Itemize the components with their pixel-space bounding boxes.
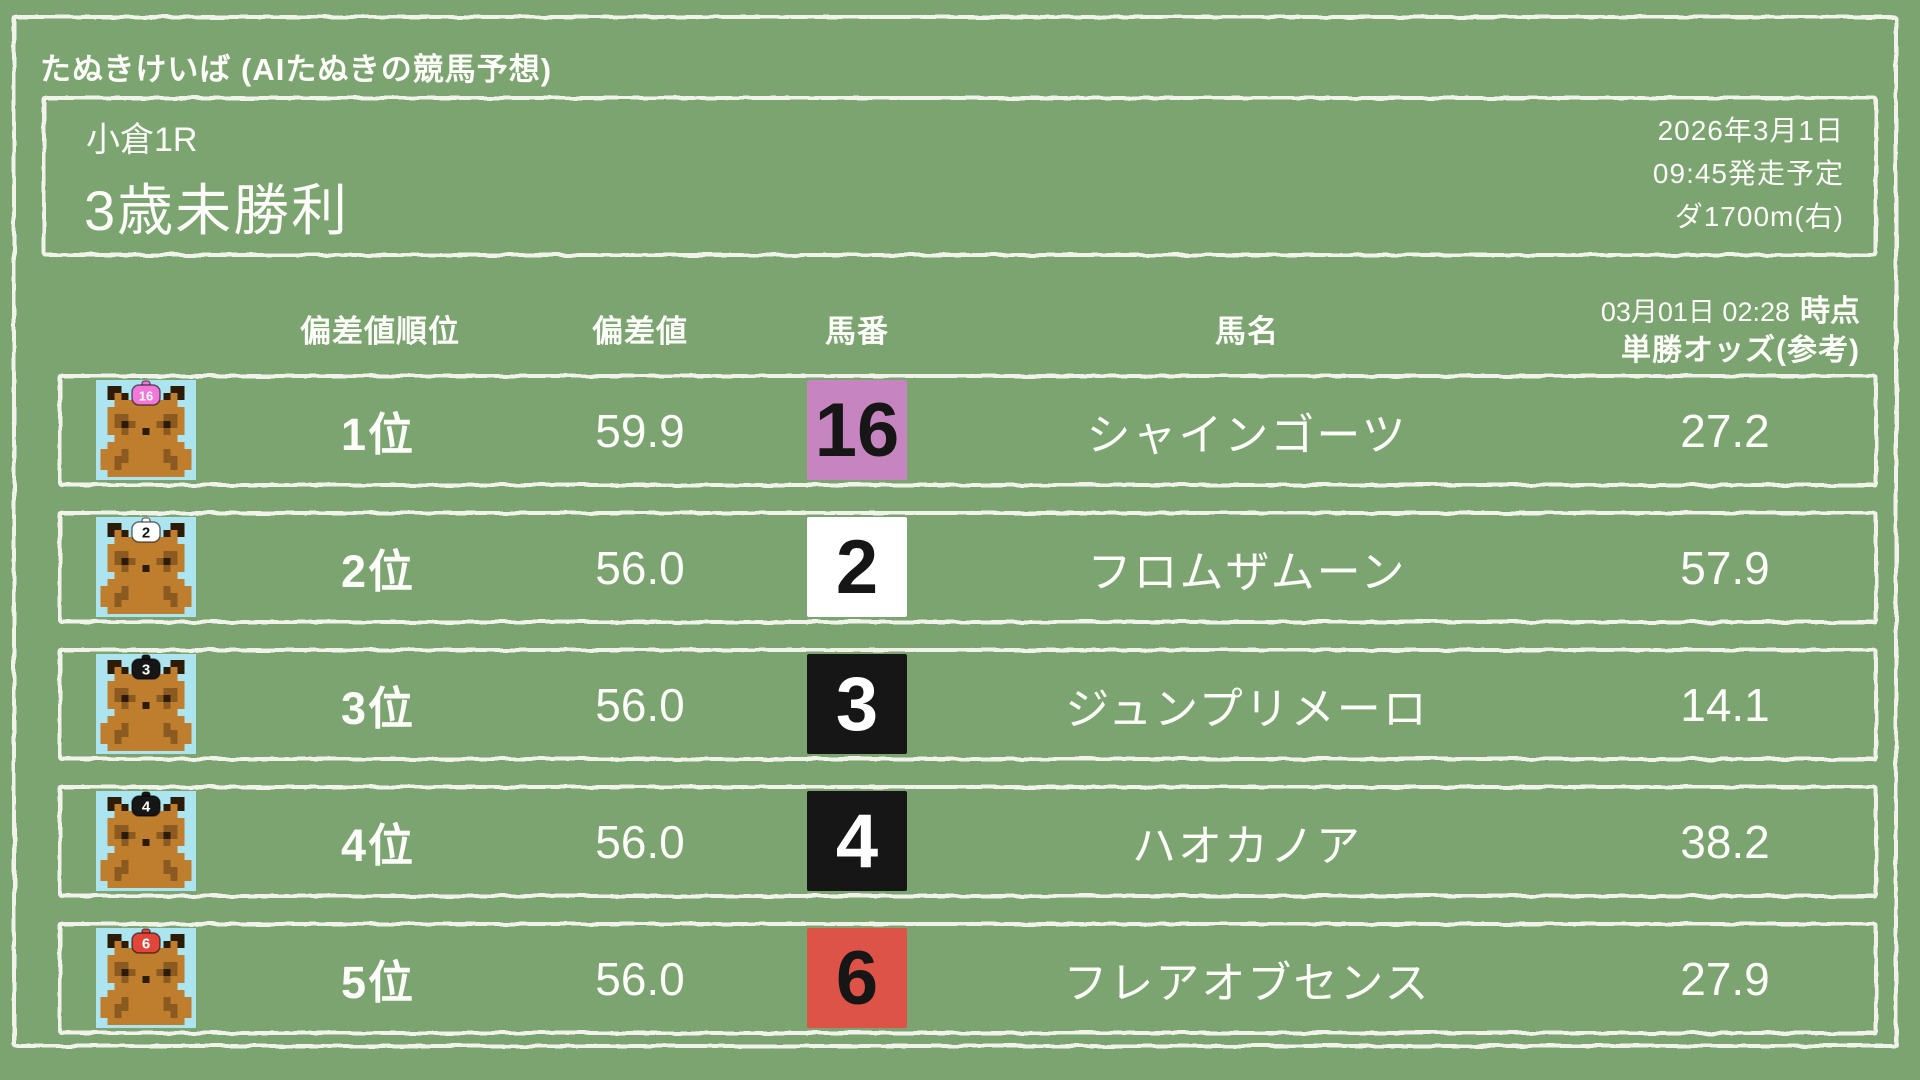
svg-text:6: 6 (142, 936, 150, 953)
race-course: ダ1700m(右) (1674, 201, 1844, 232)
odds-timestamp: 03月01日 02:28 (1600, 297, 1790, 327)
odds-value: 38.2 (1680, 815, 1770, 868)
race-info-box: 小倉1R 3歳未勝利 2026年3月1日 09:45発走予定 ダ1700m(右) (42, 96, 1878, 257)
rank-value: 4位 (340, 820, 416, 871)
deviation-value: 56.0 (595, 815, 685, 868)
svg-text:16: 16 (139, 389, 153, 404)
prediction-row-5: 6 5位 56.0 6 フレアオブセンス 27.9 (58, 922, 1878, 1035)
deviation-value: 56.0 (595, 952, 685, 1005)
prediction-row-3: 3 3位 56.0 3 ジュンプリメーロ 14.1 (58, 648, 1878, 761)
horse-name: フレアオブセンス (1063, 958, 1431, 1008)
deviation-value: 56.0 (595, 678, 685, 731)
horse-number-badge: 16 (807, 380, 907, 480)
svg-text:2: 2 (142, 525, 150, 542)
tanuki-avatar: 3 (96, 654, 196, 754)
rank-value: 1位 (340, 409, 416, 460)
odds-value: 14.1 (1680, 678, 1770, 731)
prediction-row-4: 4 4位 56.0 4 ハオカノア 38.2 (58, 785, 1878, 898)
odds-timestamp-line: 03月01日 02:28 時点 (1601, 295, 1860, 334)
race-name: 3歳未勝利 (84, 179, 350, 242)
horse-number-badge: 6 (807, 928, 907, 1028)
column-header-deviation: 偏差値 (592, 313, 688, 349)
tanuki-avatar: 2 (96, 517, 196, 617)
race-start-time: 09:45発走予定 (1652, 158, 1844, 189)
horse-number-badge: 2 (807, 517, 907, 617)
rank-value: 5位 (340, 957, 416, 1008)
odds-value: 57.9 (1680, 541, 1770, 594)
race-date: 2026年3月1日 (1657, 115, 1844, 146)
odds-value: 27.2 (1680, 404, 1770, 457)
tanuki-avatar: 16 (96, 380, 196, 480)
race-meta: 2026年3月1日 09:45発走予定 ダ1700m(右) (1653, 109, 1844, 238)
svg-text:4: 4 (142, 799, 151, 816)
odds-value: 27.9 (1680, 952, 1770, 1005)
deviation-value: 56.0 (595, 541, 685, 594)
odds-timestamp-suffix: 時点 (1800, 295, 1860, 328)
prediction-row-1: 16 1位 59.9 16 シャインゴーツ 27.2 (58, 374, 1878, 487)
rank-value: 2位 (340, 546, 416, 597)
column-header-horse-name: 馬名 (1215, 313, 1279, 349)
column-header-odds: 03月01日 02:28 時点 単勝オッズ(参考) (1601, 295, 1860, 368)
tanuki-avatar: 4 (96, 791, 196, 891)
horse-name: フロムザムーン (1087, 547, 1407, 597)
horse-number-badge: 3 (807, 654, 907, 754)
horse-number-badge: 4 (807, 791, 907, 891)
horse-name: ハオカノア (1132, 821, 1362, 871)
horse-name: シャインゴーツ (1086, 410, 1408, 460)
rank-value: 3位 (340, 683, 416, 734)
deviation-value: 59.9 (595, 404, 685, 457)
horse-name: ジュンプリメーロ (1065, 684, 1429, 734)
column-header-rank: 偏差値順位 (300, 313, 460, 349)
prediction-row-2: 2 2位 56.0 2 フロムザムーン 57.9 (58, 511, 1878, 624)
svg-text:3: 3 (142, 662, 150, 679)
column-header-horse-number: 馬番 (825, 313, 889, 349)
race-number: 小倉1R (86, 121, 198, 159)
site-title: たぬきけいば (AIたぬきの競馬予想) (40, 52, 553, 87)
odds-label: 単勝オッズ(参考) (1621, 334, 1860, 367)
tanuki-avatar: 6 (96, 928, 196, 1028)
